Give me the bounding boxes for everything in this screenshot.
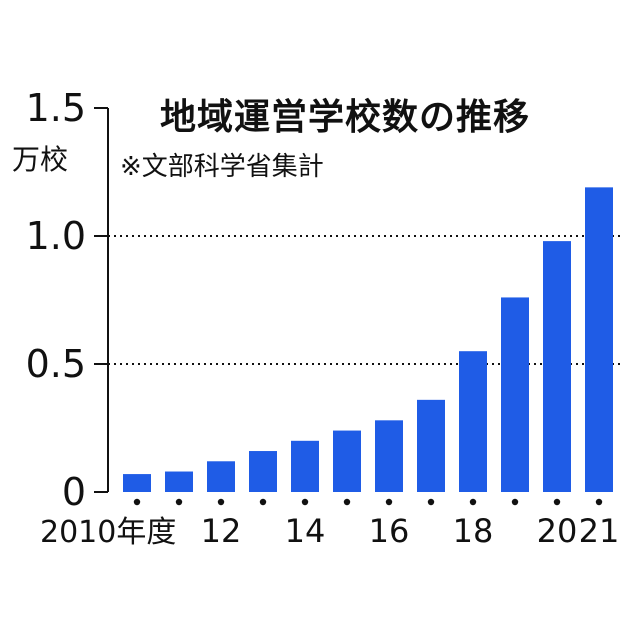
bar bbox=[543, 241, 571, 492]
x-tick-label: 21 bbox=[579, 512, 620, 550]
x-tick-dot bbox=[301, 498, 309, 506]
bar bbox=[207, 461, 235, 492]
bar bbox=[165, 471, 193, 492]
x-tick-dot bbox=[427, 498, 435, 506]
x-tick-label: 16 bbox=[369, 512, 410, 550]
x-tick-label: 12 bbox=[201, 512, 242, 550]
x-tick-dot bbox=[469, 498, 477, 506]
bar bbox=[585, 187, 613, 493]
y-tick-label: 1.0 bbox=[26, 214, 86, 258]
x-tick-dot bbox=[595, 498, 603, 506]
x-tick-dot bbox=[133, 498, 141, 506]
x-tick-dot bbox=[175, 498, 183, 506]
chart-title: 地域運営学校数の推移 bbox=[160, 97, 531, 138]
x-tick-dot bbox=[553, 498, 561, 506]
bar bbox=[375, 420, 403, 492]
x-tick-dot bbox=[511, 498, 519, 506]
x-tick-label: 2010年度 bbox=[40, 515, 176, 550]
x-tick-dot bbox=[343, 498, 351, 506]
bar bbox=[501, 297, 529, 492]
bar bbox=[123, 474, 151, 492]
x-tick-dot bbox=[385, 498, 393, 506]
y-tick-label: 0 bbox=[62, 470, 86, 514]
bar bbox=[291, 440, 319, 492]
y-axis-unit-label: 万校 bbox=[12, 143, 69, 176]
bar bbox=[333, 430, 361, 492]
bar bbox=[459, 351, 487, 492]
y-tick-label: 0.5 bbox=[26, 342, 86, 386]
bar bbox=[417, 399, 445, 492]
x-tick-dot bbox=[217, 498, 225, 506]
y-tick-label: 1.5 bbox=[26, 86, 86, 130]
x-tick-label: 14 bbox=[285, 512, 326, 550]
chart-source-note: ※文部科学省集計 bbox=[120, 152, 324, 182]
x-tick-dot bbox=[259, 498, 267, 506]
x-tick-label: 20 bbox=[537, 512, 578, 550]
bar bbox=[249, 451, 277, 492]
x-tick-label: 18 bbox=[453, 512, 494, 550]
